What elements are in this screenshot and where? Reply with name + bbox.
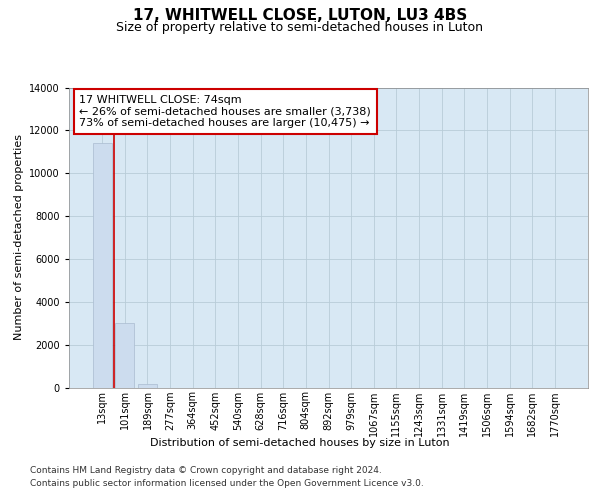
Bar — [92, 143, 112, 388]
Text: Size of property relative to semi-detached houses in Luton: Size of property relative to semi-detach… — [116, 21, 484, 34]
Text: Distribution of semi-detached houses by size in Luton: Distribution of semi-detached houses by … — [150, 438, 450, 448]
Text: Contains public sector information licensed under the Open Government Licence v3: Contains public sector information licen… — [30, 479, 424, 488]
Text: Contains HM Land Registry data © Crown copyright and database right 2024.: Contains HM Land Registry data © Crown c… — [30, 466, 382, 475]
Y-axis label: Number of semi-detached properties: Number of semi-detached properties — [14, 134, 23, 340]
Bar — [115, 323, 134, 388]
Bar — [138, 384, 157, 388]
Text: 17 WHITWELL CLOSE: 74sqm
← 26% of semi-detached houses are smaller (3,738)
73% o: 17 WHITWELL CLOSE: 74sqm ← 26% of semi-d… — [79, 95, 371, 128]
Text: 17, WHITWELL CLOSE, LUTON, LU3 4BS: 17, WHITWELL CLOSE, LUTON, LU3 4BS — [133, 8, 467, 22]
